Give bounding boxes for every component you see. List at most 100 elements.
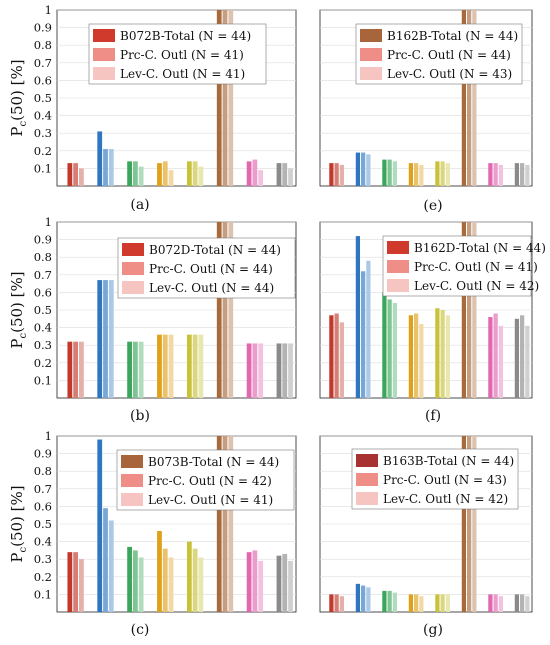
bar [392,592,397,612]
bar [258,343,264,398]
bar [440,594,445,612]
bar [186,334,192,398]
bar [382,292,387,398]
legend-label: Lev-C. Outl (N = 44) [149,281,274,295]
chart-panel: 0.1 0.2 0.3 0.4 0.5 0.6 0.7 0.8 0.9 1 (c) B073B-Tot… [34,429,297,638]
bar [73,341,79,398]
bar [387,590,392,612]
bar [382,590,387,612]
legend-label: Prc-C. Outl (N = 41) [120,48,244,62]
legend-label: Lev-C. Outl (N = 42) [383,492,508,506]
legend-label: Lev-C. Outl (N = 41) [148,493,273,507]
bar [108,149,114,186]
bar [132,161,138,186]
y-axis-label: Pc(50) [%] [8,271,29,348]
bar [414,594,419,612]
bar [252,550,258,612]
bar [329,594,334,612]
y-tick-label: 0.6 [34,285,52,299]
legend-swatch [387,241,409,254]
bar [198,557,204,612]
legend-label: Prc-C. Outl (N = 43) [383,473,507,487]
bar [138,341,144,398]
chart-panel: 0.1 0.2 0.3 0.4 0.5 0.6 0.7 0.8 0.9 1 (a) B072B-Tot… [34,3,297,213]
panel-label: (e) [423,198,442,214]
bar [132,341,138,398]
bar [97,131,103,186]
bar [334,313,339,398]
panel-label: (b) [130,408,150,424]
legend-label: B073B-Total (N = 44) [148,455,279,469]
bar [228,436,234,612]
legend-swatch [122,262,144,275]
bar [216,436,222,612]
bar [525,325,530,398]
bar [216,10,222,186]
legend-label: B072B-Total (N = 44) [120,29,251,43]
bar [246,161,252,186]
bar [525,596,530,612]
bar [216,222,222,398]
bar [525,164,530,186]
bar [198,166,204,186]
bar [334,163,339,186]
bar [498,596,503,612]
bar [103,149,108,186]
bar [339,322,344,398]
legend-label: Prc-C. Outl (N = 44) [387,48,511,62]
bar [514,594,520,612]
bar [488,317,493,398]
bar [488,594,493,612]
bar [445,594,450,612]
bar [157,334,162,398]
bar [73,552,79,612]
panel-label: (a) [130,197,149,213]
y-tick-label: 0.8 [34,464,52,478]
panel-label: (f) [425,408,441,424]
legend-label: Prc-C. Outl (N = 44) [149,262,273,276]
bar [108,520,114,612]
bar [339,596,344,612]
y-tick-label: 0.8 [34,38,52,52]
bar [329,163,334,186]
bar [361,585,366,612]
legend-swatch [387,260,409,273]
legend-swatch [121,474,143,487]
bar [168,170,174,186]
chart-panel: (e) B162B-Total (N = 44) Prc-C. Outl (N = … [319,9,533,214]
bar [408,594,414,612]
legend-swatch [93,67,115,80]
bar [67,163,73,186]
y-tick-label: 0.7 [34,56,52,70]
bar [419,164,424,186]
bar [282,553,288,612]
legend-box [116,449,295,511]
bar [127,341,132,398]
legend-swatch [360,29,382,42]
legend-label: Prc-C. Outl (N = 42) [148,474,272,488]
bar [246,343,252,398]
legend-box [351,448,519,510]
bar [79,559,84,612]
legend: B073B-Total (N = 44) Prc-C. Outl (N = 42)… [116,449,295,511]
legend: B162D-Total (N = 44) Prc-C. Outl (N = 41)… [382,235,546,297]
bar [103,280,108,398]
bar [467,436,472,612]
legend-label: B162B-Total (N = 44) [387,29,518,43]
bar [222,436,228,612]
legend-swatch [93,48,115,61]
y-tick-label: 0.9 [34,21,52,35]
bar [461,10,467,186]
bar [440,161,445,186]
bar [276,343,282,398]
legend-box [355,23,523,85]
bar [192,161,198,186]
bar [222,10,228,186]
chart-panel: 0.1 0.2 0.3 0.4 0.5 0.6 0.7 0.8 0.9 1 (b) B072D-Tot… [34,215,297,424]
bar [355,236,361,398]
y-tick-label: 0.3 [34,126,52,140]
bar [282,343,288,398]
y-axis-label: Pc(50) [%] [8,485,29,562]
bar [419,596,424,612]
